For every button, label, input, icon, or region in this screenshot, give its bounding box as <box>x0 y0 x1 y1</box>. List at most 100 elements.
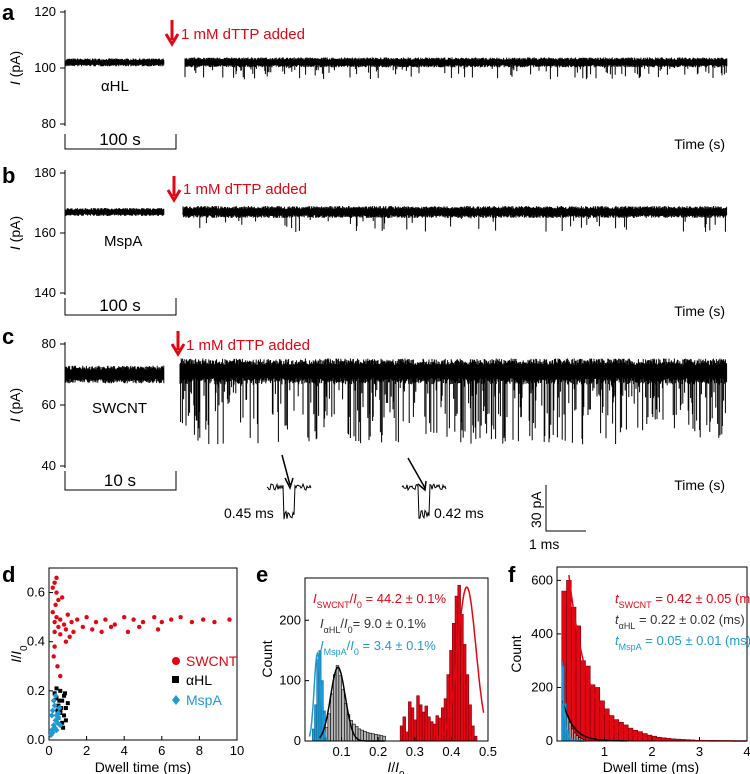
panel-f-annot-sub: MspA <box>619 642 642 652</box>
panel-b-pore-label: MspA <box>104 233 142 250</box>
panel-b-ytick-label: 180 <box>34 165 56 180</box>
panel-e-xtick-label: 0.2 <box>369 744 387 759</box>
panel-d-point-swcnt <box>75 617 80 622</box>
panel-e-annot-sub: SWCNT <box>317 600 350 610</box>
panel-e-bar-swcnt <box>460 613 464 742</box>
panel-b-arrow-icon <box>166 176 182 203</box>
panel-a-ylabel: I (pA) <box>7 51 23 85</box>
panel-b-letter: b <box>2 163 15 188</box>
panel-e-fit-swcnt <box>436 586 485 742</box>
panel-c-ylabel-unit: (pA) <box>7 388 23 418</box>
panel-e-bar-ahl <box>360 729 364 742</box>
panel-d-point-swcnt <box>54 614 59 620</box>
panel-e-bar-swcnt <box>471 725 475 742</box>
panel-d-point-swcnt <box>80 624 86 630</box>
panel-d: d 0 2 4 6 8 100.00.20.40.6 I/I0 Dwell time (m… <box>2 562 244 774</box>
panel-c-inset-label: 0.42 ms <box>434 505 484 521</box>
panel-e-bar-swcnt <box>424 705 428 742</box>
panel-d-point-mspa <box>55 709 62 716</box>
panel-d-point-swcnt <box>50 610 55 615</box>
panel-d-point-ahl <box>60 720 65 725</box>
panel-c-trace-after <box>179 358 728 445</box>
panel-a-scale-label: 100 s <box>99 130 141 149</box>
panel-d-plot-frame <box>48 567 238 741</box>
panel-f-bar-swcnt <box>580 660 586 742</box>
panel-d-point-swcnt <box>63 639 69 644</box>
panel-a-letter: a <box>2 0 15 25</box>
panel-a-annotation: 1 mM dTTP added <box>181 26 305 43</box>
panel-a-ytick-label: 120 <box>34 4 56 19</box>
panel-d-point-swcnt <box>90 627 95 632</box>
panel-d-point-swcnt <box>54 575 59 581</box>
panel-f-xtick-label: 2 <box>648 744 655 759</box>
panel-c-letter: c <box>2 324 14 349</box>
panel-d-legend-swcnt: SWCNT <box>186 653 238 669</box>
panel-d-point-mspa <box>52 692 59 699</box>
panel-e-annot-value: = 9.0 ± 0.1% <box>353 616 427 631</box>
panel-f-xtick-label: 3 <box>696 744 703 759</box>
panel-e-annot-i0: I <box>353 591 357 606</box>
panel-d-point-swcnt <box>137 624 142 630</box>
panel-e-bar-swcnt <box>399 725 404 742</box>
panel-d-point-swcnt <box>212 619 217 625</box>
panel-d-point-mspa <box>48 712 55 719</box>
panel-e-bar-swcnt <box>462 644 467 742</box>
panel-f-bar-swcnt <box>570 606 577 742</box>
panel-e-fit-mspa <box>308 651 331 742</box>
panel-d-legend-marker-swcnt <box>172 657 180 665</box>
panel-d-point-swcnt <box>58 673 63 679</box>
panel-d-point-ahl <box>58 688 63 693</box>
panel-c-event-inset <box>401 483 447 520</box>
panel-e-ytick-label: 200 <box>279 612 301 627</box>
panel-a-arrow-icon <box>164 20 180 47</box>
panel-d-point-swcnt <box>159 619 164 625</box>
panel-c-inset-arrow-icon <box>407 457 427 492</box>
panel-e-xlabel-sub: 0 <box>399 770 405 774</box>
panel-c: c 80 60 40 I (pA) 1 mM dTTP added SWCNT … <box>2 324 728 552</box>
panel-e-annot-i0: I <box>350 638 354 653</box>
panel-b-trace-after <box>182 206 728 232</box>
panel-d-xtick-label: 10 <box>230 743 244 758</box>
panel-e-bar-ahl <box>330 693 334 742</box>
panel-e-xtick-label: 0.5 <box>479 744 497 759</box>
panel-e-annot-value: = 3.4 ± 0.1% <box>363 638 437 653</box>
panel-a-xlabel: Time (s) <box>674 136 725 152</box>
panel-a-pore-label: αHL <box>101 78 129 95</box>
panel-d-point-swcnt <box>52 629 57 635</box>
panel-b: b 180 160 140 I (pA) 1 mM dTTP added Msp… <box>2 163 728 319</box>
panel-d-point-ahl <box>65 701 70 706</box>
panel-b-ylabel-unit: (pA) <box>7 216 23 246</box>
panel-c-ylabel: I (pA) <box>7 388 23 422</box>
panel-a-ylabel-i: I <box>7 81 23 85</box>
panel-d-ytick-label: 0.6 <box>27 585 45 600</box>
panel-d-point-swcnt <box>69 619 74 625</box>
panel-f-xtick-label: 1 <box>601 744 608 759</box>
panel-d-point-swcnt <box>84 614 89 620</box>
panel-c-ytick-label: 60 <box>42 397 56 412</box>
panel-d-point-swcnt <box>131 617 136 622</box>
panel-d-ylabel-sep: / <box>8 655 24 659</box>
panel-e-xlabel-i: I <box>387 759 391 774</box>
panel-d-point-swcnt <box>63 627 69 632</box>
panel-d-ylabel: I/I0 <box>8 645 30 663</box>
panel-d-point-ahl <box>58 708 63 713</box>
panel-d-point-swcnt <box>54 590 59 595</box>
panel-d-point-swcnt <box>67 634 72 639</box>
panel-d-point-swcnt <box>122 614 127 620</box>
panel-f-ticks: 1 2 3 4 0 200 400 600 <box>531 572 750 759</box>
panel-d-point-swcnt <box>59 595 65 600</box>
panel-e-bar-ahl <box>335 665 340 742</box>
panel-d-ytick-label: 0.0 <box>27 732 45 747</box>
panel-f-ytick-label: 400 <box>531 626 553 641</box>
panel-e-bar-ahl <box>333 674 337 742</box>
panel-c-inset-scale-bar <box>545 485 586 532</box>
panel-e-bars <box>312 584 478 742</box>
panel-e-bar-swcnt <box>430 721 434 742</box>
panel-e-bar-mspa <box>316 659 320 742</box>
panel-d-xtick-label: 6 <box>158 743 165 758</box>
panel-e-bar-swcnt <box>419 704 423 742</box>
panel-f-annot-t: t <box>615 612 620 627</box>
panel-e-bar-ahl <box>338 675 342 742</box>
panel-d-legend-marker-ahl <box>172 676 179 683</box>
panel-c-ytick-label: 80 <box>42 336 56 351</box>
